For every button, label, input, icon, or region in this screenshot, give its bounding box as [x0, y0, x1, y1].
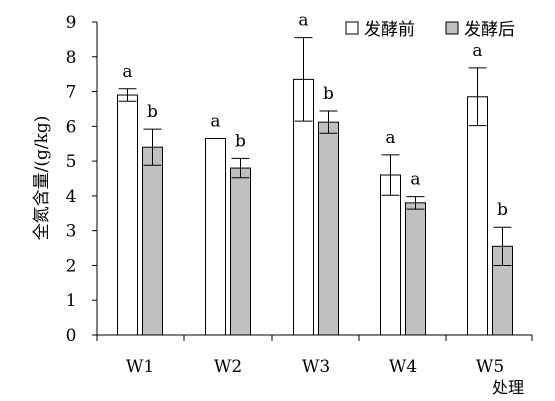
significance-label: b: [497, 200, 508, 220]
significance-label: a: [385, 128, 395, 148]
y-tick-label: 4: [66, 187, 77, 207]
significance-label: a: [410, 170, 420, 190]
legend: 发酵前 发酵后: [345, 20, 515, 40]
y-tick-label: 7: [66, 83, 77, 103]
bar-before: [205, 138, 226, 336]
bar-after: [405, 202, 426, 336]
bar-before: [117, 94, 138, 336]
y-tick-label: 2: [66, 256, 77, 276]
error-bars-layer: [118, 37, 512, 266]
bar-after: [230, 167, 251, 336]
bar-before: [380, 174, 401, 336]
legend-label-before: 发酵前: [364, 20, 415, 40]
y-ticks-layer: 0 1 2 3 4 5 6 7 8 9: [66, 13, 97, 346]
bar-before: [467, 96, 488, 336]
y-tick-label: 3: [66, 222, 77, 242]
significance-label: b: [147, 102, 158, 122]
y-tick-label: 9: [66, 13, 77, 33]
x-category-label: W5: [476, 357, 504, 377]
x-axis-label: 处理: [492, 378, 524, 397]
axes-layer: [96, 22, 532, 336]
y-tick-label: 8: [66, 48, 77, 68]
x-category-label: W1: [126, 357, 154, 377]
legend-swatch-before: [345, 21, 359, 35]
x-category-label: W3: [302, 357, 330, 377]
y-tick-label: 1: [66, 291, 77, 311]
legend-swatch-after: [445, 21, 459, 35]
y-tick-label: 6: [66, 117, 77, 137]
significance-label: b: [235, 131, 246, 151]
legend-label-after: 发酵后: [464, 20, 515, 40]
significance-label: a: [298, 11, 308, 31]
bar-after: [318, 121, 339, 336]
y-tick-label: 0: [66, 326, 77, 346]
significance-label: a: [472, 41, 482, 61]
significance-label: a: [122, 62, 132, 82]
significance-label: b: [323, 84, 334, 104]
bars-layer: [117, 78, 513, 336]
significance-label: a: [210, 112, 220, 132]
x-category-label: W2: [214, 357, 242, 377]
x-category-label: W4: [389, 357, 417, 377]
y-axis-label: 全氮含量/(g/kg): [32, 116, 52, 241]
x-categories-layer: W1 W2 W3 W4 W5: [96, 335, 533, 377]
y-tick-label: 5: [66, 152, 77, 172]
bar-after: [142, 146, 163, 336]
